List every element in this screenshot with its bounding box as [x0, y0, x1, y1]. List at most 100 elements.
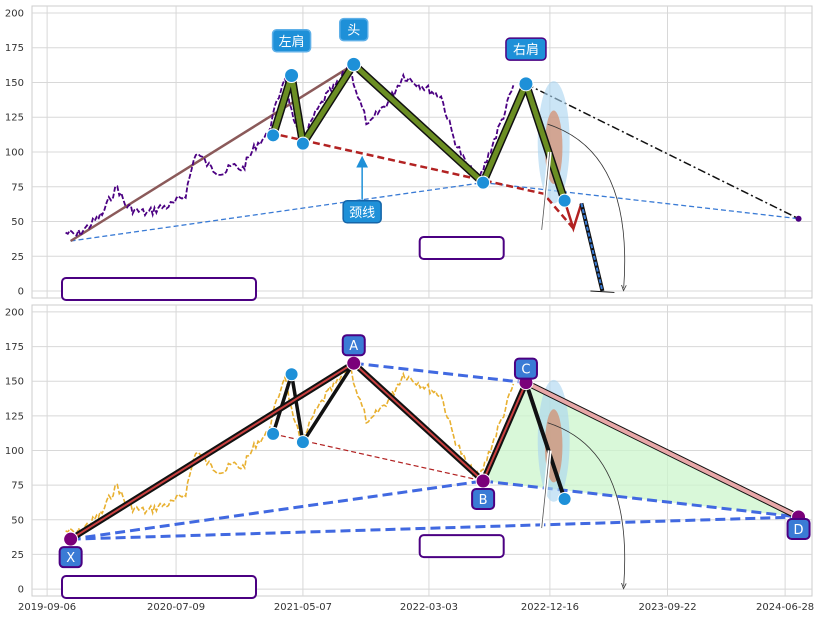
x-tick-label: 2022-03-03: [400, 602, 458, 613]
label-right-shoulder: 右肩: [505, 37, 547, 61]
x-tick-label: 2024-06-28: [756, 602, 814, 613]
label-right-shoulder-text: 右肩: [513, 42, 539, 58]
harmonic-leg-cd: [525, 380, 800, 519]
label-neckline: 颈线: [342, 200, 382, 224]
y-tick-label: 75: [11, 481, 24, 492]
label-point-a: A: [341, 334, 366, 357]
label-left-shoulder: 左肩: [271, 29, 312, 53]
hs-node: [284, 68, 300, 84]
label-head: 头: [338, 17, 369, 42]
harmonic-node-a: [346, 355, 362, 371]
label-head-box: [338, 17, 369, 42]
hs-node: [557, 193, 572, 208]
label-point-c-box: [513, 357, 538, 380]
hs-node: [266, 128, 281, 143]
harmonic-leg-ab: [353, 362, 484, 482]
label-point-c-text: C: [521, 363, 530, 378]
label-region: 特征交织区域: [418, 534, 505, 559]
y-tick-label: 200: [5, 8, 24, 19]
y-tick-label: 100: [5, 446, 24, 457]
annotation-bottom: 显性:谐波伽利 交织 隐性:头肩顶: [61, 575, 257, 599]
label-point-b-text: B: [479, 493, 488, 508]
label-left-shoulder-text: 左肩: [279, 34, 305, 50]
bottom-panel: 0 25 50 75 100 125 150 175 200 2019-09-06 2020-07-…: [5, 304, 814, 613]
harmonic-node-x: [63, 531, 79, 547]
y-tick-label: 150: [5, 377, 24, 388]
harmonic-node-b: [475, 473, 491, 489]
y-tick-label: 25: [11, 550, 24, 561]
y-tick-label: 175: [5, 342, 24, 353]
white-arrow-edge: [541, 151, 551, 230]
c-to-end-line: [524, 381, 567, 500]
hidden-hs-node: [284, 367, 299, 382]
price-series-bottom: [65, 364, 515, 536]
harmonic-ac: [353, 361, 527, 385]
hidden-hs-node: [266, 426, 281, 441]
y-tick-label: 150: [5, 78, 24, 89]
harmonic-leg-bc: [482, 382, 527, 482]
y-tick-label: 100: [5, 148, 24, 159]
label-right-shoulder-box: [505, 37, 547, 61]
harmonic-bd: [482, 479, 799, 519]
label-point-b: B: [471, 487, 496, 510]
y-tick-label: 125: [5, 411, 24, 422]
harmonic-xd: [70, 515, 799, 541]
dashdot-line: [525, 83, 799, 220]
brown-trend-line: [69, 63, 355, 243]
label-point-x-box: [58, 546, 83, 569]
curved-arrow: [547, 123, 625, 288]
x-tick-label: 2021-05-07: [274, 602, 332, 613]
y-tick-label: 175: [5, 43, 24, 54]
y-tick-label: 50: [11, 217, 24, 228]
label-region-text: 特征交织区域: [423, 241, 501, 257]
harmonic-xb: [70, 479, 484, 541]
harmonic-leg-xa: [70, 362, 355, 541]
annotation-bottom-text: 显性:谐波伽利 交织 隐性:头肩顶: [66, 580, 252, 596]
y-tick-label: 75: [11, 182, 24, 193]
hs-projection-red: [563, 200, 583, 233]
label-point-a-text: A: [349, 339, 358, 354]
hs-projection-blue: [580, 203, 604, 292]
price-series-top: [65, 65, 515, 238]
hs-node: [518, 76, 534, 92]
label-point-d: D: [786, 518, 811, 541]
y-tick-label: 200: [5, 307, 24, 318]
label-point-d-text: D: [794, 523, 804, 538]
projection-target-mark: [590, 290, 615, 293]
label-left-shoulder-box: [271, 29, 312, 53]
annotation-top-box: [61, 277, 257, 301]
annotation-bottom-box: [61, 575, 257, 599]
y-tick-label: 25: [11, 252, 24, 263]
label-point-b-box: [471, 487, 496, 510]
dashdot-end-point: [795, 215, 802, 222]
x-tick-label: 2023-09-22: [638, 602, 696, 613]
curved-arrow: [547, 422, 625, 587]
label-point-x-text: X: [66, 551, 75, 566]
label-point-c: C: [513, 357, 538, 380]
white-arrow-edge: [541, 450, 551, 529]
label-region-box: [418, 235, 505, 260]
x-tick-label: 2022-12-16: [521, 602, 579, 613]
label-neckline-text: 颈线: [349, 206, 375, 221]
label-point-x: X: [58, 546, 83, 569]
label-region-text: 特征交织区域: [423, 539, 501, 555]
annotation-top-text: 显性:头肩顶 交织 隐性:谐波伽利: [66, 282, 252, 298]
hs-node: [295, 136, 310, 151]
hs-node: [476, 175, 491, 190]
x-tick-label: 2020-07-09: [147, 602, 205, 613]
y-tick-label: 50: [11, 515, 24, 526]
label-neckline-box: [342, 200, 382, 224]
hs-node: [346, 56, 362, 72]
label-point-d-box: [786, 518, 811, 541]
y-tick-label: 0: [18, 585, 24, 596]
hidden-hs-node: [295, 435, 310, 450]
annotation-top: 显性:头肩顶 交织 隐性:谐波伽利: [61, 277, 257, 301]
y-tick-label: 0: [18, 287, 24, 298]
label-region: 特征交织区域: [418, 235, 505, 260]
label-region-box: [418, 534, 505, 559]
label-point-a-box: [341, 334, 366, 357]
hidden-hs-node: [557, 492, 572, 506]
y-tick-label: 125: [5, 113, 24, 124]
